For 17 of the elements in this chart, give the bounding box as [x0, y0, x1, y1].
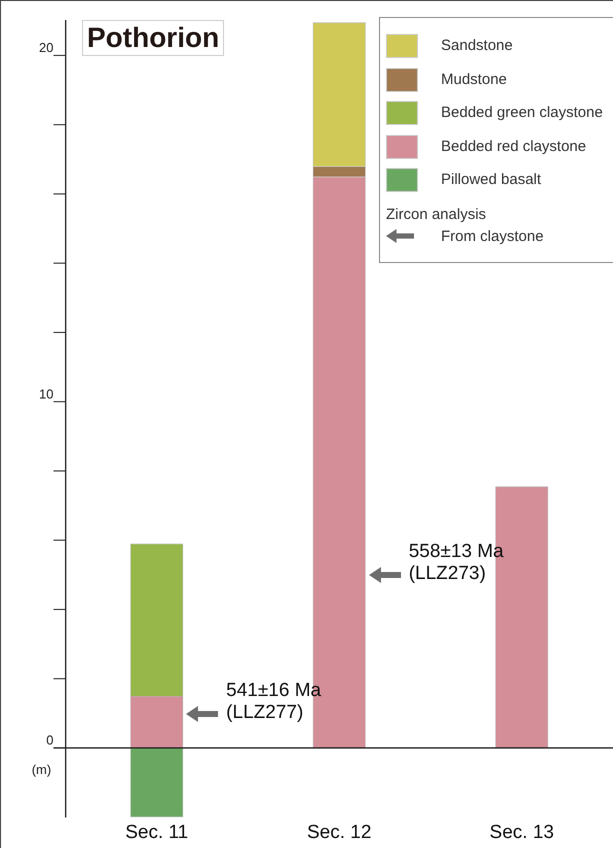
legend-label: Bedded green claystone — [441, 104, 603, 121]
x-tick-label: Sec. 11 — [125, 822, 188, 843]
y-tick-label: 20 — [38, 40, 54, 56]
y-tick-label: 10 — [38, 386, 54, 402]
legend-label: Mudstone — [441, 70, 507, 88]
x-tick-label: Sec. 12 — [307, 822, 372, 843]
x-tick-label: Sec. 13 — [490, 822, 554, 843]
annotation: 541±16 Ma (LLZ277) — [226, 680, 322, 724]
legend-label: Pillowed basalt — [441, 171, 542, 188]
annotation: From claystone — [441, 228, 544, 244]
y-tick-label: 0 — [46, 732, 54, 748]
y-axis-title: (m) — [32, 762, 52, 778]
chart-title: Pothorion — [82, 20, 224, 56]
legend-label: Bedded red claystone — [441, 138, 586, 154]
annotation: Zircon analysis — [386, 206, 486, 222]
legend-label: Sandstone — [441, 37, 513, 54]
annotation: 558±13 Ma (LLZ273) — [408, 541, 504, 586]
